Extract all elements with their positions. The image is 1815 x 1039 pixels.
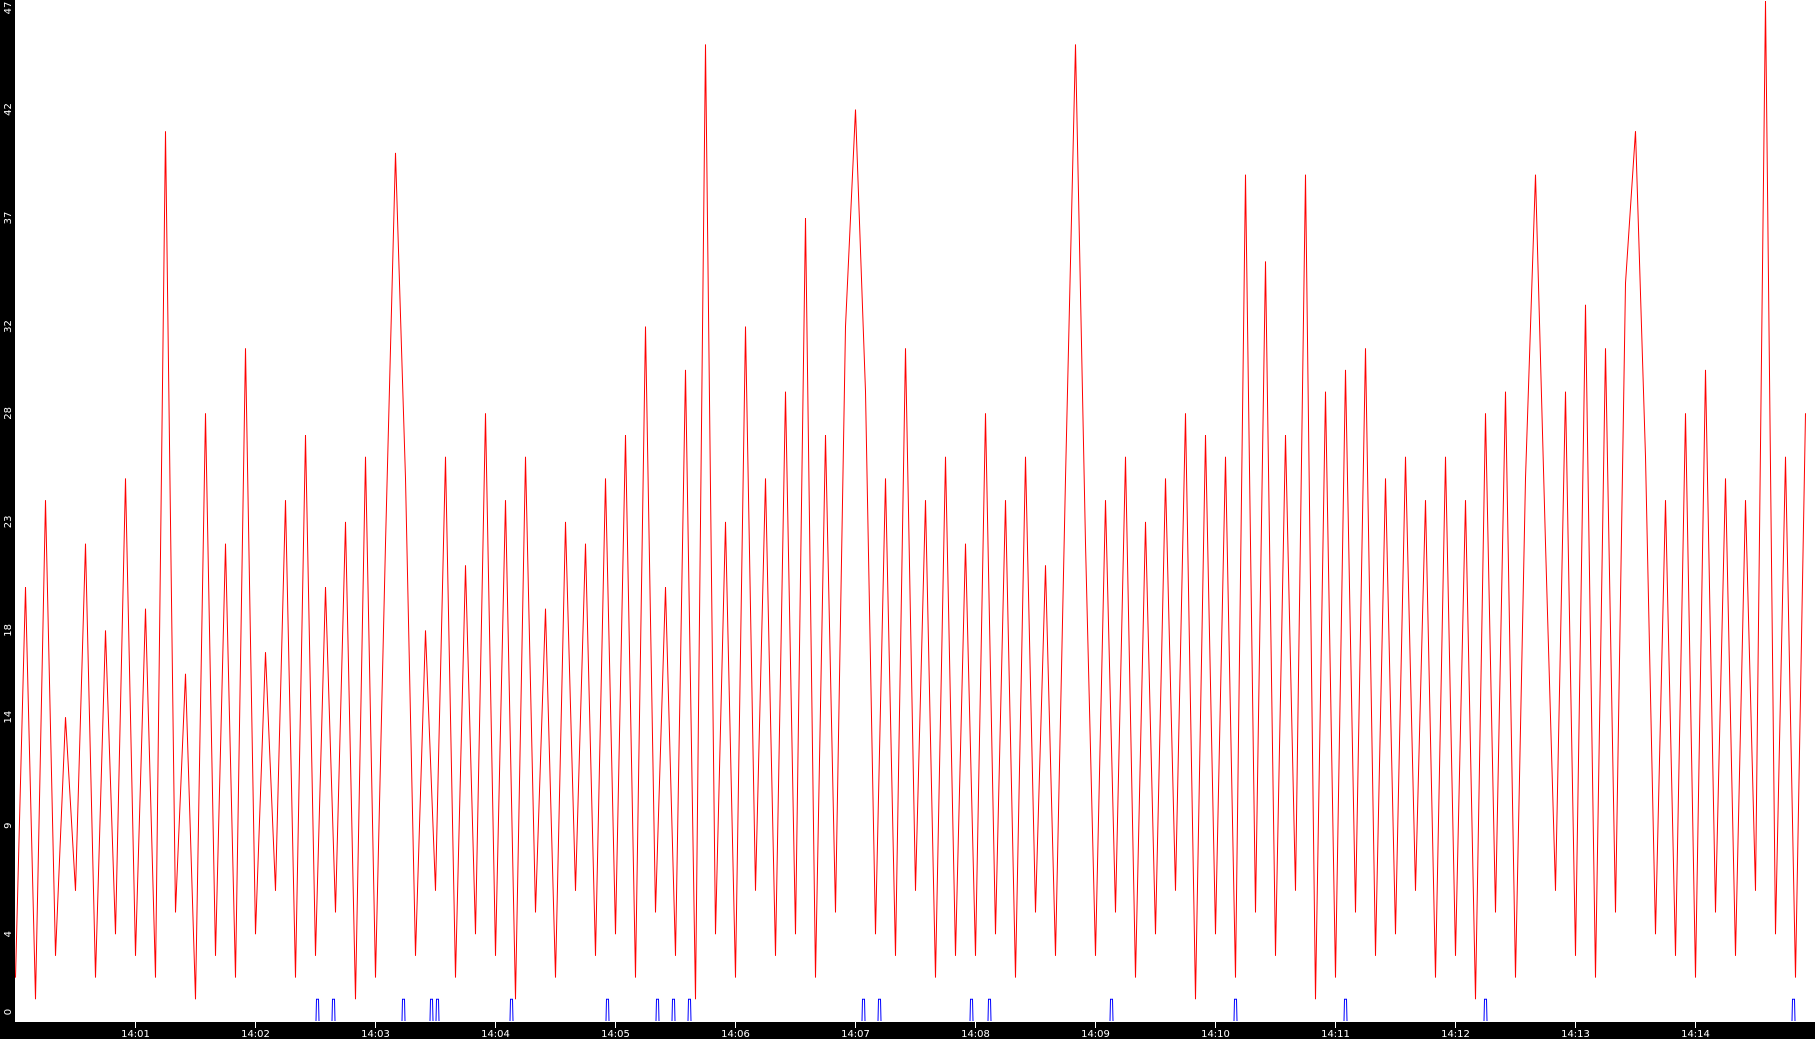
y-tick-label: 37 <box>3 212 14 225</box>
x-tick-label: 14:03 <box>361 1029 390 1039</box>
series-blue-spike <box>1483 998 1488 1022</box>
y-tick-label: 4 <box>3 931 14 937</box>
x-tick-label: 14:01 <box>121 1029 150 1039</box>
series-blue-spike <box>877 998 882 1022</box>
y-tick-label: 28 <box>3 407 14 420</box>
x-tick-label: 14:13 <box>1561 1029 1590 1039</box>
series-blue-spike <box>687 998 692 1022</box>
y-tick-label: 14 <box>3 711 14 724</box>
series-blue-spike <box>1233 998 1238 1022</box>
series-blue-spike <box>429 998 434 1022</box>
x-tick-label: 14:02 <box>241 1029 270 1039</box>
series-blue-spike <box>401 998 406 1022</box>
x-tick-label: 14:09 <box>1081 1029 1110 1039</box>
series-blue-spike <box>1343 998 1348 1022</box>
x-tick-label: 14:06 <box>721 1029 750 1039</box>
x-tick-label: 14:10 <box>1201 1029 1230 1039</box>
y-tick-label: 42 <box>3 103 14 116</box>
series-blue-spike <box>605 998 610 1022</box>
series-blue-spike <box>1791 998 1796 1022</box>
series-blue-spike <box>1109 998 1114 1022</box>
y-tick-label: 23 <box>3 515 14 528</box>
series-blue-spike <box>969 998 974 1022</box>
series-blue-spike <box>671 998 676 1022</box>
series-blue-spike <box>987 998 992 1022</box>
series-blue-spike <box>315 998 320 1022</box>
series-blue-spike <box>655 998 660 1022</box>
x-tick-label: 14:08 <box>961 1029 990 1039</box>
x-tick-label: 14:04 <box>481 1029 510 1039</box>
x-tick-label: 14:14 <box>1681 1029 1710 1039</box>
y-tick-label: 18 <box>3 624 14 637</box>
x-tick-label: 14:05 <box>601 1029 630 1039</box>
x-tick-label: 14:12 <box>1441 1029 1470 1039</box>
series-blue-spike <box>861 998 866 1022</box>
series-red-line <box>15 0 1806 1000</box>
y-tick-label: 47 <box>3 2 14 15</box>
series-blue-spike <box>331 998 336 1022</box>
y-tick-label: 9 <box>3 822 14 828</box>
series-blue-spike <box>509 998 514 1022</box>
y-tick-label: 0 <box>3 1009 14 1015</box>
series-blue-spike <box>435 998 440 1022</box>
x-tick-label: 14:07 <box>841 1029 870 1039</box>
x-tick-label: 14:11 <box>1321 1029 1350 1039</box>
y-tick-label: 32 <box>3 320 14 333</box>
